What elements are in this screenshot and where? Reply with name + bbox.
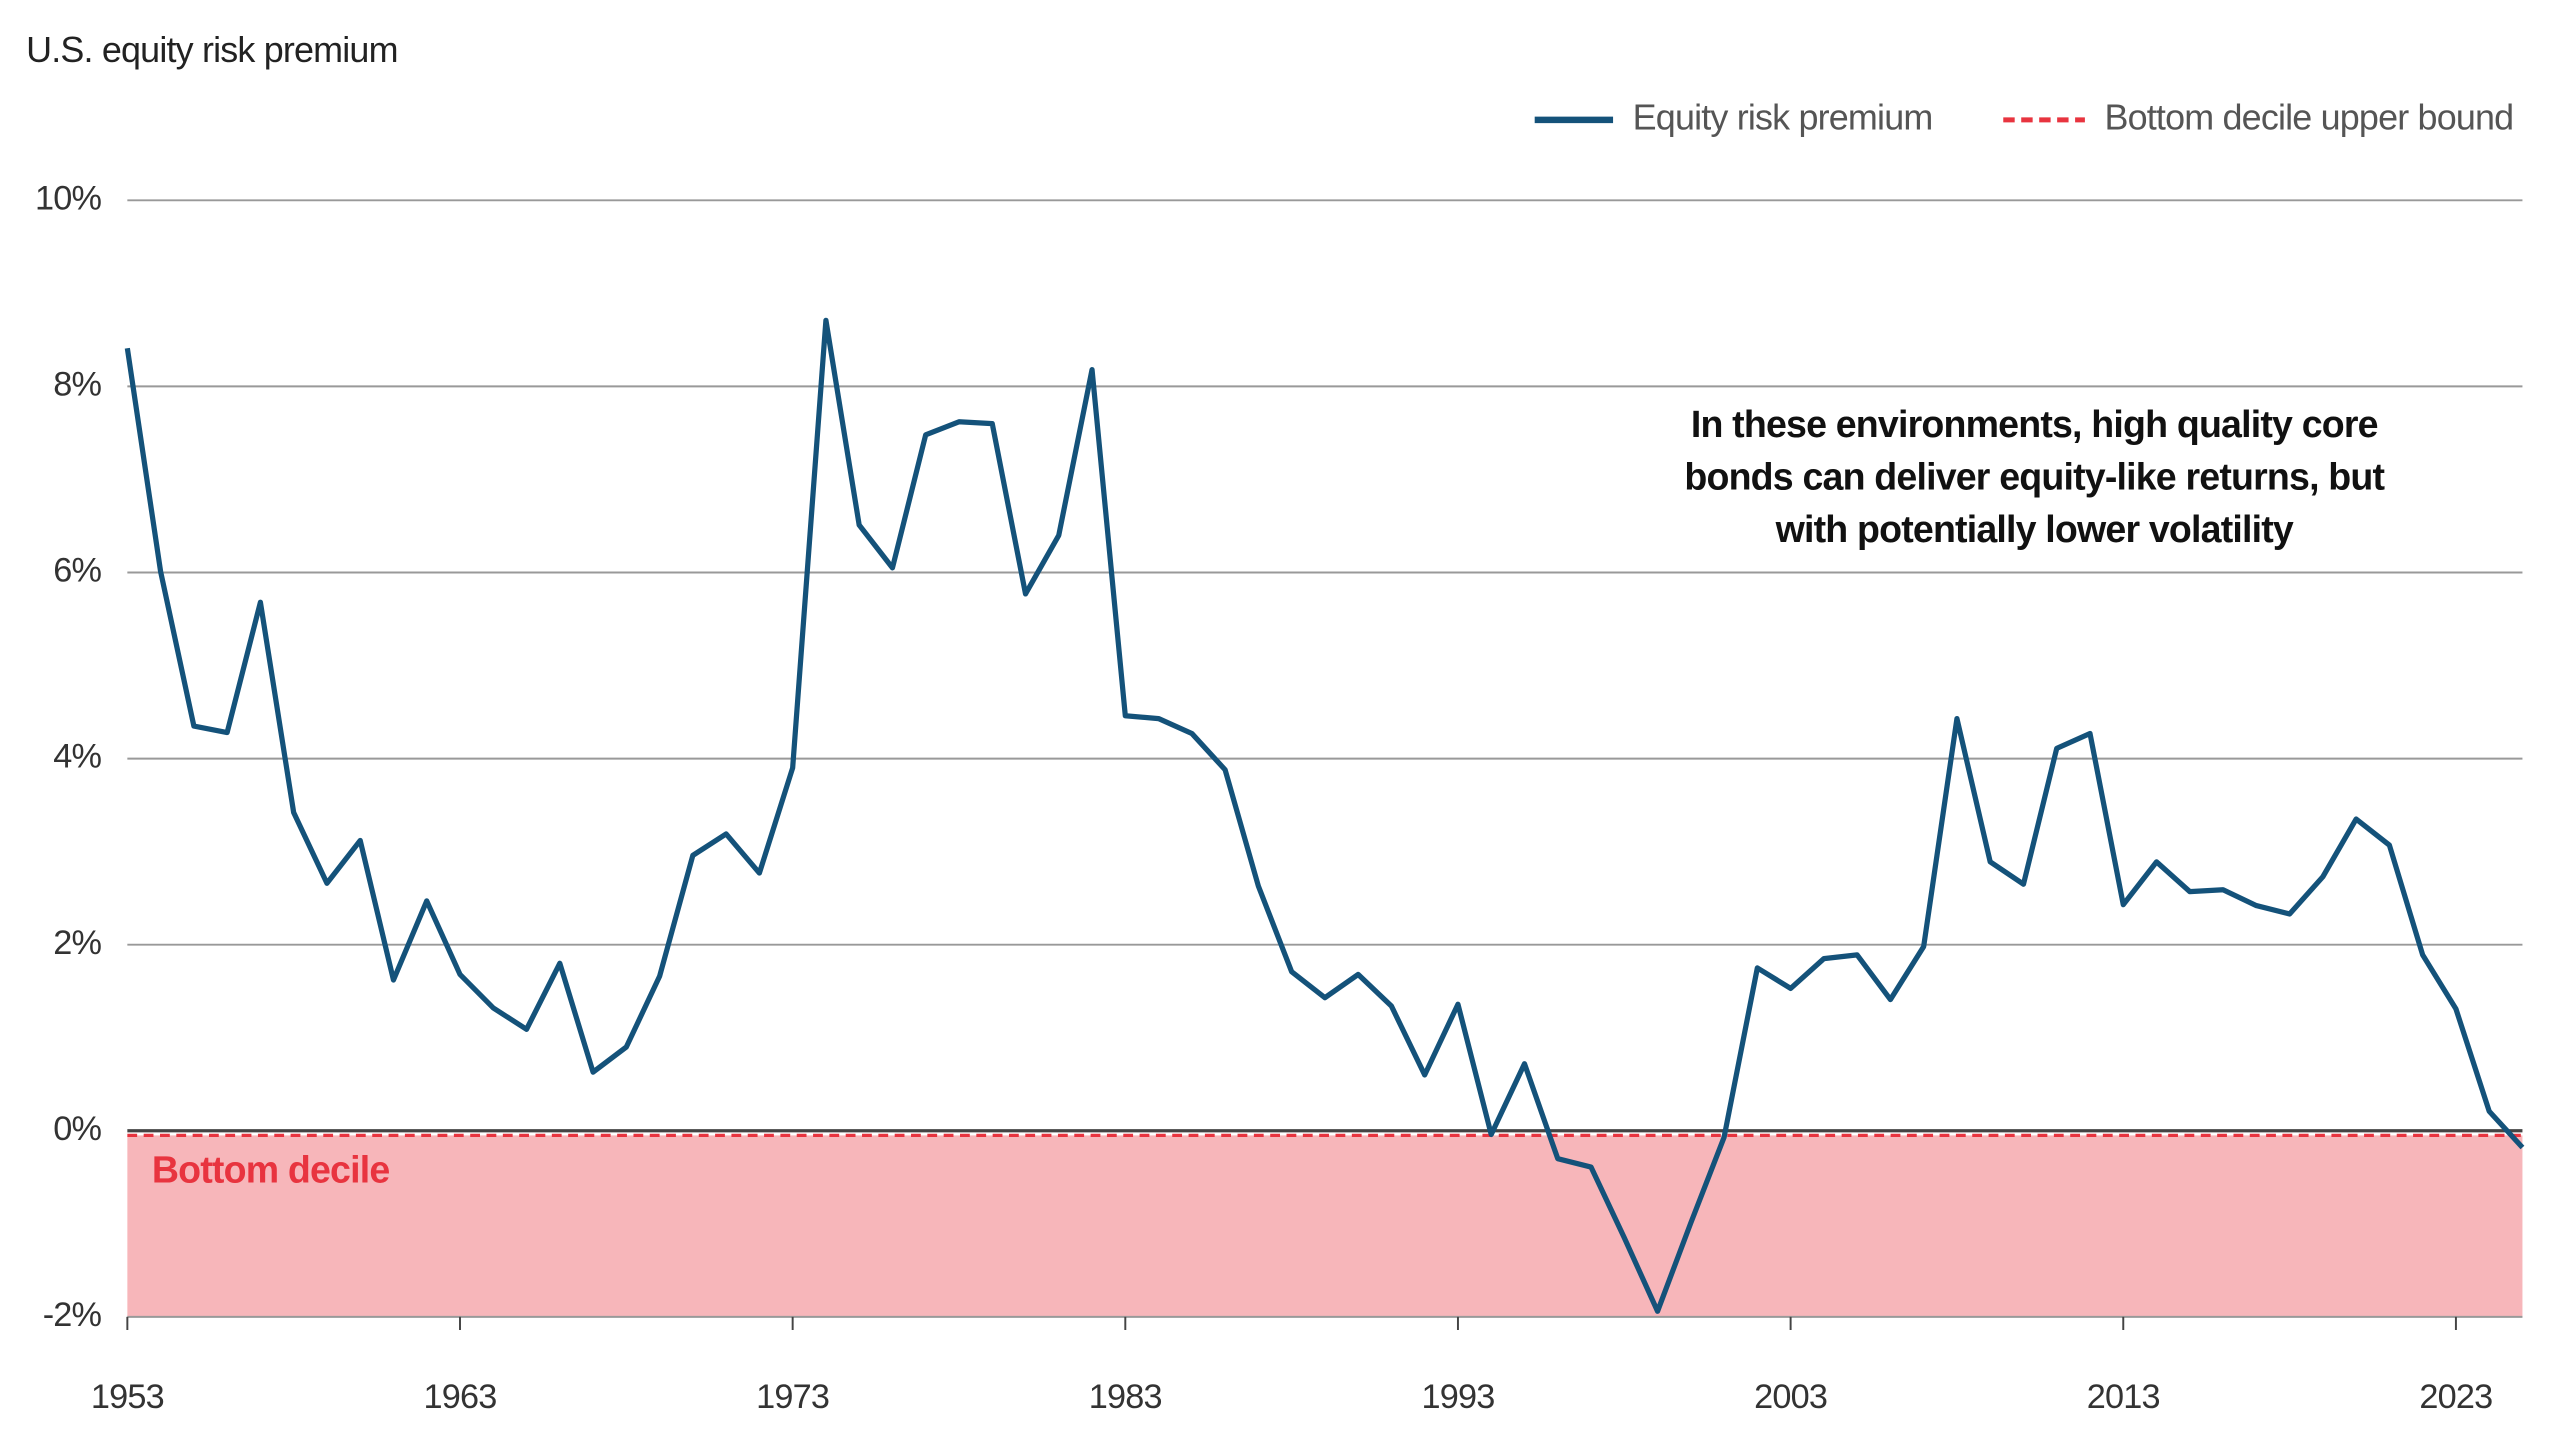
annotation: with potentially lower volatility xyxy=(1775,508,2294,550)
x-tick-label: 1993 xyxy=(1421,1378,1494,1416)
y-tick-label: -2% xyxy=(43,1296,102,1334)
x-tick-label: 2023 xyxy=(2419,1378,2492,1416)
x-tick-label: 2003 xyxy=(1754,1378,1827,1416)
y-tick-label: 4% xyxy=(53,738,101,776)
chart-title: U.S. equity risk premium xyxy=(26,29,398,70)
annotation: bonds can deliver equity-like returns, b… xyxy=(1684,455,2385,497)
y-tick-label: 2% xyxy=(53,924,101,962)
legend-label: Bottom decile upper bound xyxy=(2104,96,2513,137)
annotation: In these environments, high quality core xyxy=(1691,403,2378,445)
line-series xyxy=(124,317,2525,1314)
band-label: Bottom decile xyxy=(152,1148,390,1190)
y-tick-label: 0% xyxy=(53,1110,101,1148)
y-tick-label: 10% xyxy=(35,179,101,217)
legend-label: Equity risk premium xyxy=(1633,96,1933,137)
y-tick-label: 8% xyxy=(53,365,101,403)
x-tick-label: 1953 xyxy=(91,1378,164,1416)
x-tick-label: 1973 xyxy=(756,1378,829,1416)
x-tick-label: 2013 xyxy=(2087,1378,2160,1416)
x-tick-label: 1983 xyxy=(1089,1378,1162,1416)
x-tick-label: 1963 xyxy=(424,1378,497,1416)
y-tick-label: 6% xyxy=(53,552,101,590)
bottom-decile-band xyxy=(127,1135,2523,1317)
